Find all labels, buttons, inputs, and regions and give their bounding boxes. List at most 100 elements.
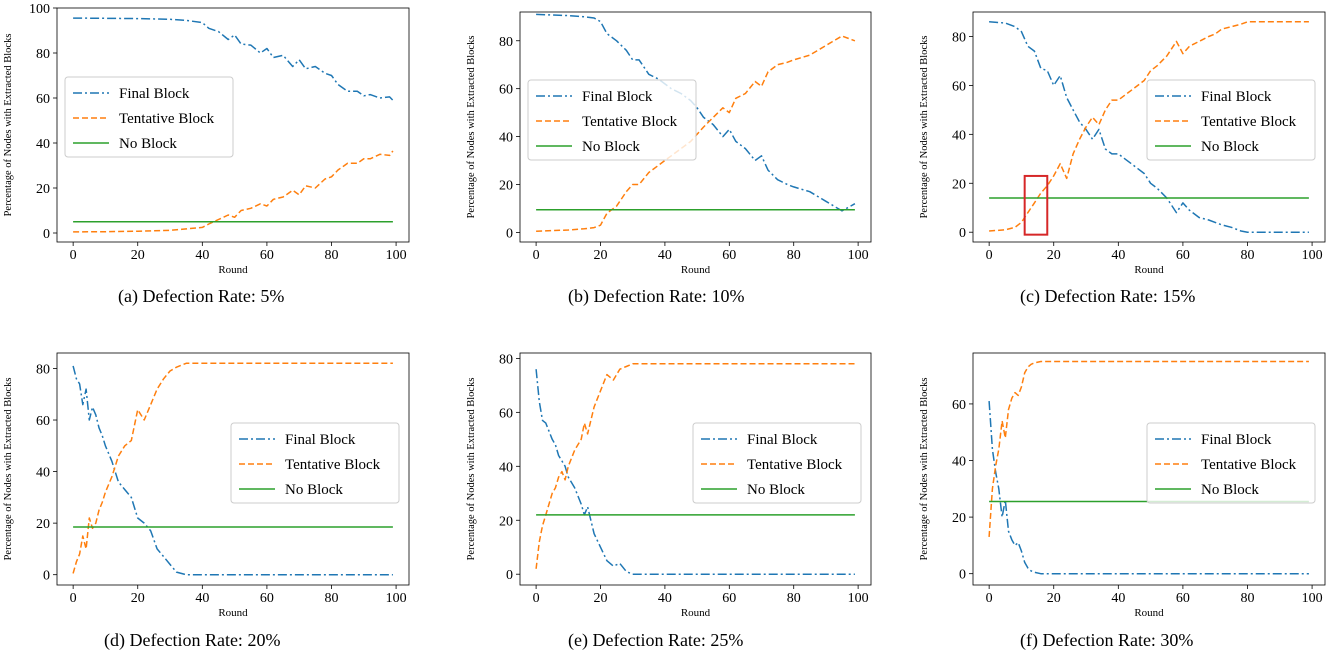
x-tick-label: 60 xyxy=(260,248,274,263)
series-line-tentative-block xyxy=(988,360,1309,537)
y-tick-label: 80 xyxy=(499,352,513,367)
legend-entry: Tentative Block xyxy=(747,457,843,473)
y-tick-label: 80 xyxy=(36,47,50,62)
x-tick-label: 0 xyxy=(986,248,993,263)
x-tick-label: 20 xyxy=(131,248,145,263)
y-tick-label: 80 xyxy=(499,35,513,50)
x-tick-label: 80 xyxy=(324,591,338,606)
x-tick-label: 80 xyxy=(787,248,801,263)
x-tick-label: 80 xyxy=(1240,248,1254,263)
chart-panel-3: 0 20 40 60 80 100 0 20 40 60 80 Round Percentage of … xyxy=(3,352,410,619)
legend-entry: Final Block xyxy=(285,432,356,448)
y-tick-label: 0 xyxy=(959,568,966,583)
axes-frame xyxy=(972,352,1326,586)
y-tick-label: 40 xyxy=(499,131,513,146)
legend-entry: Tentative Block xyxy=(285,457,381,473)
caption-a: (a) Defection Rate: 5% xyxy=(118,286,285,306)
y-axis-label: Percentage of Nodes with Extracted Block… xyxy=(3,34,14,217)
axes-frame xyxy=(519,11,872,243)
x-tick-label: 60 xyxy=(1176,248,1190,263)
y-tick-label: 80 xyxy=(36,362,50,377)
y-axis-label: Percentage of Nodes with Extracted Block… xyxy=(466,378,477,561)
series-line-final-block xyxy=(988,401,1309,575)
y-tick-label: 0 xyxy=(43,569,50,584)
x-tick-label: 100 xyxy=(386,248,407,263)
y-axis-label: Percentage of Nodes with Extracted Block… xyxy=(919,378,930,561)
y-tick-label: 60 xyxy=(36,414,50,429)
x-tick-label: 60 xyxy=(1176,591,1190,606)
y-tick-label: 0 xyxy=(43,227,50,242)
x-tick-label: 0 xyxy=(986,591,993,606)
series-line-final-block xyxy=(72,365,393,576)
plot-area xyxy=(535,363,855,575)
legend-entry: Final Block xyxy=(582,89,653,105)
plot-area xyxy=(536,13,856,232)
y-tick-label: 20 xyxy=(499,514,513,529)
x-axis-label: Round xyxy=(1134,264,1164,276)
caption-b: (b) Defection Rate: 10% xyxy=(568,286,745,306)
legend-box xyxy=(692,422,862,504)
y-tick-label: 20 xyxy=(36,517,50,532)
y-tick-label: 40 xyxy=(952,455,966,470)
x-tick-label: 20 xyxy=(1047,591,1061,606)
series-line-final-block xyxy=(535,369,855,575)
x-tick-label: 80 xyxy=(1240,591,1254,606)
legend: Final Block Tentative Block No Block xyxy=(692,422,862,504)
x-tick-label: 0 xyxy=(533,248,540,263)
y-tick-label: 40 xyxy=(36,466,50,481)
y-tick-label: 40 xyxy=(952,128,966,143)
x-axis-label: Round xyxy=(218,264,248,276)
x-tick-label: 0 xyxy=(70,248,77,263)
series-line-tentative-block xyxy=(535,363,855,569)
series-line-tentative-block xyxy=(536,35,856,232)
legend-entry: No Block xyxy=(285,482,343,498)
chart-panel-0: 0 20 40 60 80 100 0 20 40 60 80 100 Round Percentage … xyxy=(3,2,410,276)
y-tick-label: 20 xyxy=(499,179,513,194)
legend-entry: Tentative Block xyxy=(1201,457,1297,473)
legend-entry: Final Block xyxy=(1201,432,1272,448)
x-tick-label: 80 xyxy=(787,591,801,606)
chart-panel-2: 0 20 40 60 80 100 0 20 40 60 80 Round Percentage of … xyxy=(919,11,1326,276)
x-tick-label: 20 xyxy=(594,248,608,263)
chart-panel-5: 0 20 40 60 80 100 0 20 40 60 Round Percentage of No… xyxy=(919,352,1326,619)
series-line-final-block xyxy=(536,13,856,212)
x-tick-label: 100 xyxy=(848,591,869,606)
axes-frame xyxy=(56,7,410,243)
y-tick-label: 40 xyxy=(36,137,50,152)
x-tick-label: 40 xyxy=(658,248,672,263)
y-tick-label: 0 xyxy=(959,226,966,241)
legend-entry: Tentative Block xyxy=(119,111,215,127)
legend: Final Block Tentative Block No Block xyxy=(230,422,400,504)
legend-box xyxy=(230,422,400,504)
highlight-box xyxy=(1023,174,1049,236)
y-tick-label: 60 xyxy=(36,92,50,107)
x-tick-label: 60 xyxy=(722,591,736,606)
x-tick-label: 20 xyxy=(594,591,608,606)
y-tick-label: 60 xyxy=(499,406,513,421)
legend-box xyxy=(1146,79,1316,161)
axes-frame xyxy=(519,352,872,586)
x-tick-label: 20 xyxy=(131,591,145,606)
legend-entry: No Block xyxy=(119,136,177,152)
legend-box xyxy=(527,79,697,161)
y-tick-label: 40 xyxy=(499,460,513,475)
y-tick-label: 60 xyxy=(499,83,513,98)
y-axis-label: Percentage of Nodes with Extracted Block… xyxy=(3,378,14,561)
legend-entry: Final Block xyxy=(747,432,818,448)
legend-box xyxy=(64,76,234,158)
x-tick-label: 40 xyxy=(1111,591,1125,606)
y-tick-label: 20 xyxy=(952,177,966,192)
y-tick-label: 20 xyxy=(952,511,966,526)
x-tick-label: 40 xyxy=(195,591,209,606)
x-tick-label: 100 xyxy=(848,248,869,263)
caption-e: (e) Defection Rate: 25% xyxy=(568,630,744,650)
x-tick-label: 0 xyxy=(533,591,540,606)
plot-area xyxy=(989,21,1309,233)
x-tick-label: 100 xyxy=(386,591,407,606)
y-tick-label: 60 xyxy=(952,398,966,413)
caption-f: (f) Defection Rate: 30% xyxy=(1020,630,1194,650)
x-axis-label: Round xyxy=(681,264,711,276)
axes-frame xyxy=(56,352,410,586)
x-axis-label: Round xyxy=(681,607,711,619)
